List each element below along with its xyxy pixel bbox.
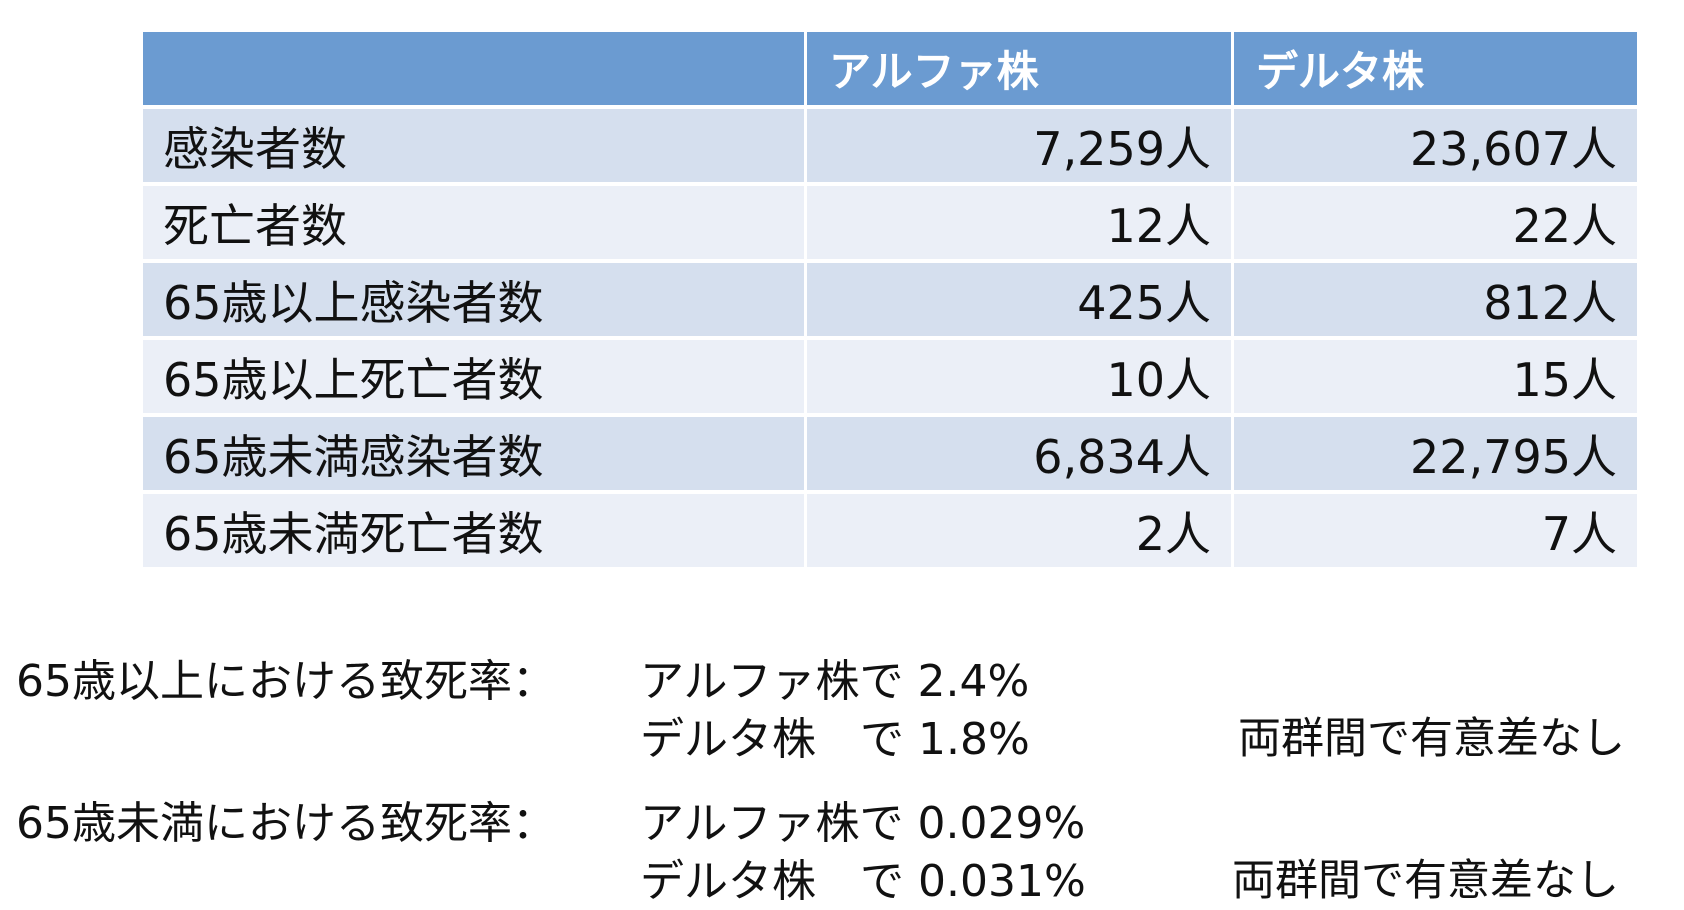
under65-label: 65歳未満における致死率： [16, 798, 556, 849]
table-header-row: アルファ株 デルタ株 [143, 32, 1637, 105]
under65-delta-line: デルタ株 で 0.031% [640, 856, 1086, 907]
delta-value: 812人 [1234, 263, 1637, 336]
table-row: 65歳以上感染者数 425人 812人 [143, 263, 1637, 336]
alpha-value: 12人 [807, 186, 1231, 259]
table-row: 65歳以上死亡者数 10人 15人 [143, 340, 1637, 413]
over65-alpha-line: アルファ株で 2.4% [640, 656, 1030, 707]
row-label: 65歳以上死亡者数 [143, 340, 804, 413]
header-alpha: アルファ株 [807, 32, 1231, 105]
row-label: 感染者数 [143, 109, 804, 182]
delta-value: 7人 [1234, 494, 1637, 567]
alpha-value: 7,259人 [807, 109, 1231, 182]
table-row: 65歳未満感染者数 6,834人 22,795人 [143, 417, 1637, 490]
over65-delta-line: デルタ株 で 1.8% [640, 714, 1030, 765]
alpha-value: 425人 [807, 263, 1231, 336]
delta-value: 22人 [1234, 186, 1637, 259]
delta-value: 22,795人 [1234, 417, 1637, 490]
under65-alpha-line: アルファ株で 0.029% [640, 798, 1086, 849]
row-label: 死亡者数 [143, 186, 804, 259]
header-blank [143, 32, 804, 105]
over65-label: 65歳以上における致死率： [16, 656, 556, 707]
row-label: 65歳未満死亡者数 [143, 494, 804, 567]
row-label: 65歳以上感染者数 [143, 263, 804, 336]
table-row: 死亡者数 12人 22人 [143, 186, 1637, 259]
alpha-value: 10人 [807, 340, 1231, 413]
row-label: 65歳未満感染者数 [143, 417, 804, 490]
alpha-value: 6,834人 [807, 417, 1231, 490]
table-row: 感染者数 7,259人 23,607人 [143, 109, 1637, 182]
alpha-value: 2人 [807, 494, 1231, 567]
header-delta: デルタ株 [1234, 32, 1637, 105]
table-row: 65歳未満死亡者数 2人 7人 [143, 494, 1637, 567]
over65-note: 両群間で有意差なし [1238, 714, 1625, 764]
under65-note: 両群間で有意差なし [1232, 856, 1619, 906]
delta-value: 15人 [1234, 340, 1637, 413]
delta-value: 23,607人 [1234, 109, 1637, 182]
comparison-table: アルファ株 デルタ株 感染者数 7,259人 23,607人 死亡者数 12人 … [140, 28, 1640, 571]
